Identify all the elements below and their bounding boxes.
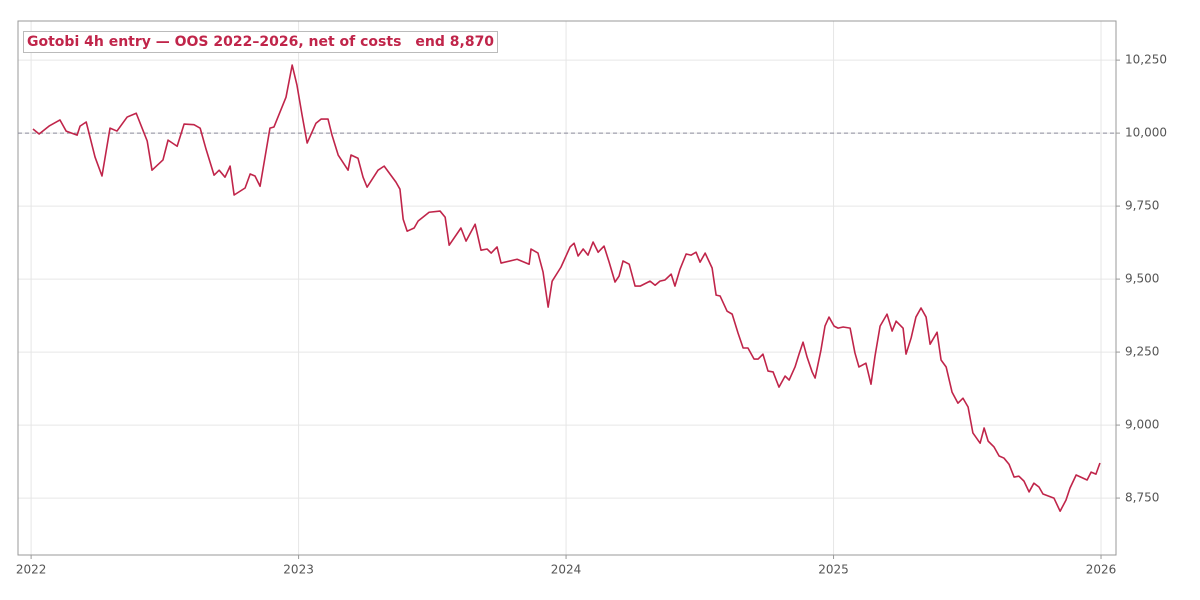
chart-title: Gotobi 4h entry — OOS 2022–2026, net of … [27, 34, 402, 50]
x-tick-label: 2025 [818, 563, 849, 577]
x-tick-label: 2026 [1086, 563, 1117, 577]
y-tick-label: 10,000 [1125, 126, 1167, 140]
x-tick-label: 2022 [16, 563, 47, 577]
series-line [32, 64, 1101, 513]
x-tick-label: 2024 [551, 563, 582, 577]
y-tick-label: 9,250 [1125, 345, 1159, 359]
y-tick-label: 9,750 [1125, 199, 1159, 213]
x-tick-label: 2023 [283, 563, 314, 577]
y-tick-label: 8,750 [1125, 491, 1159, 505]
title-box: Gotobi 4h entry — OOS 2022–2026, net of … [23, 31, 499, 53]
y-tick-label: 9,500 [1125, 272, 1159, 286]
annotation: end 8,870 [415, 34, 495, 50]
y-tick-label: 10,250 [1125, 53, 1167, 67]
y-tick-label: 9,000 [1125, 418, 1159, 432]
plot-frame [17, 20, 1117, 556]
